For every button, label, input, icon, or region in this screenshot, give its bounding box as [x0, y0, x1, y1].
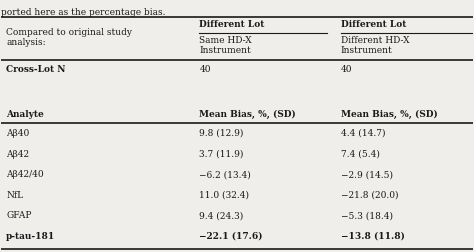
Text: −21.8 (20.0): −21.8 (20.0) [341, 190, 398, 199]
Text: 4.4 (14.7): 4.4 (14.7) [341, 129, 385, 137]
Text: 11.0 (32.4): 11.0 (32.4) [199, 190, 249, 199]
Text: 40: 40 [199, 65, 211, 74]
Text: Analyte: Analyte [6, 110, 44, 119]
Text: Aβ40: Aβ40 [6, 129, 29, 137]
Text: Different HD-X
Instrument: Different HD-X Instrument [341, 36, 409, 55]
Text: −6.2 (13.4): −6.2 (13.4) [199, 169, 251, 178]
Text: −13.8 (11.8): −13.8 (11.8) [341, 231, 404, 240]
Text: NfL: NfL [6, 190, 23, 199]
Text: Compared to original study
analysis:: Compared to original study analysis: [6, 27, 132, 47]
Text: 7.4 (5.4): 7.4 (5.4) [341, 149, 380, 158]
Text: Different Lot: Different Lot [199, 20, 264, 29]
Text: −5.3 (18.4): −5.3 (18.4) [341, 210, 392, 219]
Text: ported here as the percentage bias.: ported here as the percentage bias. [1, 8, 166, 17]
Text: Mean Bias, %, (SD): Mean Bias, %, (SD) [341, 110, 438, 119]
Text: 3.7 (11.9): 3.7 (11.9) [199, 149, 244, 158]
Text: Same HD-X
Instrument: Same HD-X Instrument [199, 36, 252, 55]
Text: 40: 40 [341, 65, 352, 74]
Text: Different Lot: Different Lot [341, 20, 406, 29]
Text: −22.1 (17.6): −22.1 (17.6) [199, 231, 263, 240]
Text: Cross-Lot N: Cross-Lot N [6, 65, 65, 74]
Text: Aβ42/40: Aβ42/40 [6, 169, 44, 178]
Text: 9.4 (24.3): 9.4 (24.3) [199, 210, 244, 219]
Text: GFAP: GFAP [6, 210, 32, 219]
Text: 9.8 (12.9): 9.8 (12.9) [199, 129, 244, 137]
Text: Mean Bias, %, (SD): Mean Bias, %, (SD) [199, 110, 296, 119]
Text: p-tau-181: p-tau-181 [6, 231, 55, 240]
Text: −2.9 (14.5): −2.9 (14.5) [341, 169, 392, 178]
Text: Aβ42: Aβ42 [6, 149, 29, 158]
